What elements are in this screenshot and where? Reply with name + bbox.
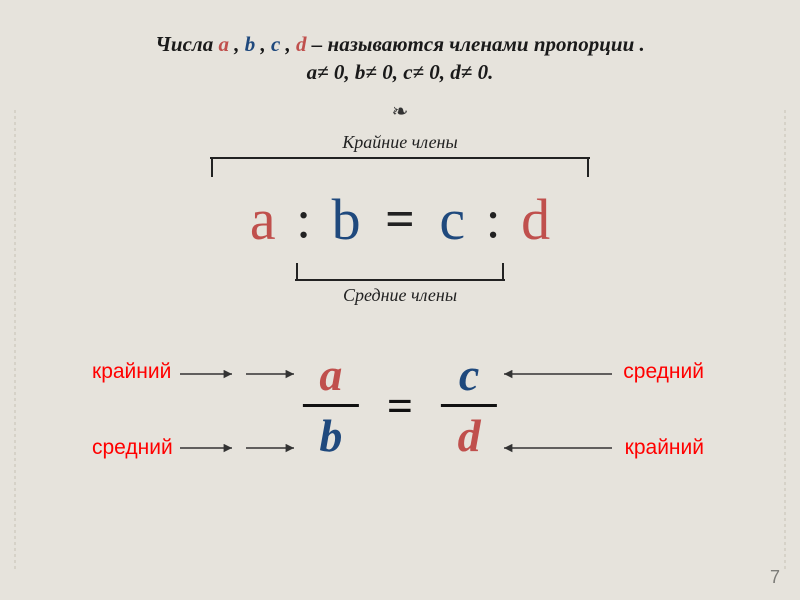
frac-bar-1: [303, 404, 359, 407]
extreme-label: Крайние члены: [210, 132, 590, 153]
title-line2: а≠ 0, b≠ 0, c≠ 0, d≠ 0.: [307, 60, 494, 84]
frac-bar-2: [441, 404, 497, 407]
arrow-tl: [180, 366, 300, 382]
tag-middle-bl: средний: [92, 436, 173, 460]
colon-2: :: [480, 188, 507, 250]
tag-middle-tr: средний: [623, 360, 704, 384]
frac-a: a: [319, 352, 342, 398]
decor-line-right: [784, 110, 786, 570]
title-text-suffix: – называются членами пропорции .: [312, 32, 645, 56]
equals-1: =: [375, 190, 425, 249]
ornament-glyph: ❧: [0, 99, 800, 124]
middle-label: Средние члены: [295, 285, 505, 306]
frac-c: c: [459, 352, 479, 398]
title-var-b: b: [245, 32, 256, 56]
ratio-equation: a : b = c : d: [250, 180, 550, 253]
title: Числа a , b , c , d – называются членами…: [0, 0, 800, 87]
arrow-tr: [498, 366, 618, 382]
title-var-a: a: [218, 32, 229, 56]
ratio-b: b: [332, 186, 361, 253]
colon-1: :: [290, 188, 317, 250]
decor-line-left: [14, 110, 16, 570]
equals-2: =: [387, 379, 413, 432]
ratio-diagram: Крайние члены a : b = c : d Средние член…: [190, 132, 610, 302]
fraction-ab: a b: [303, 352, 359, 459]
bracket-middle: Средние члены: [295, 279, 505, 306]
title-text-prefix: Числа: [155, 32, 218, 56]
title-var-c: c: [271, 32, 280, 56]
page-number: 7: [770, 567, 780, 588]
ratio-a: a: [250, 186, 276, 253]
bracket-line-bot: [295, 279, 505, 281]
bracket-line-top: [210, 157, 590, 159]
ratio-d: d: [521, 186, 550, 253]
ratio-c: c: [439, 186, 465, 253]
frac-b: b: [319, 413, 342, 459]
tag-extreme-tl: крайний: [92, 360, 171, 384]
frac-d: d: [458, 413, 481, 459]
tag-extreme-br: крайний: [625, 436, 704, 460]
fraction-diagram: крайний средний средний крайний a b = c …: [70, 352, 730, 492]
fraction-cd: c d: [441, 352, 497, 459]
fraction-equation: a b = c d: [303, 352, 497, 459]
arrow-br: [498, 440, 618, 456]
bracket-extreme: Крайние члены: [210, 132, 590, 159]
arrow-bl: [180, 440, 300, 456]
title-var-d: d: [296, 32, 307, 56]
